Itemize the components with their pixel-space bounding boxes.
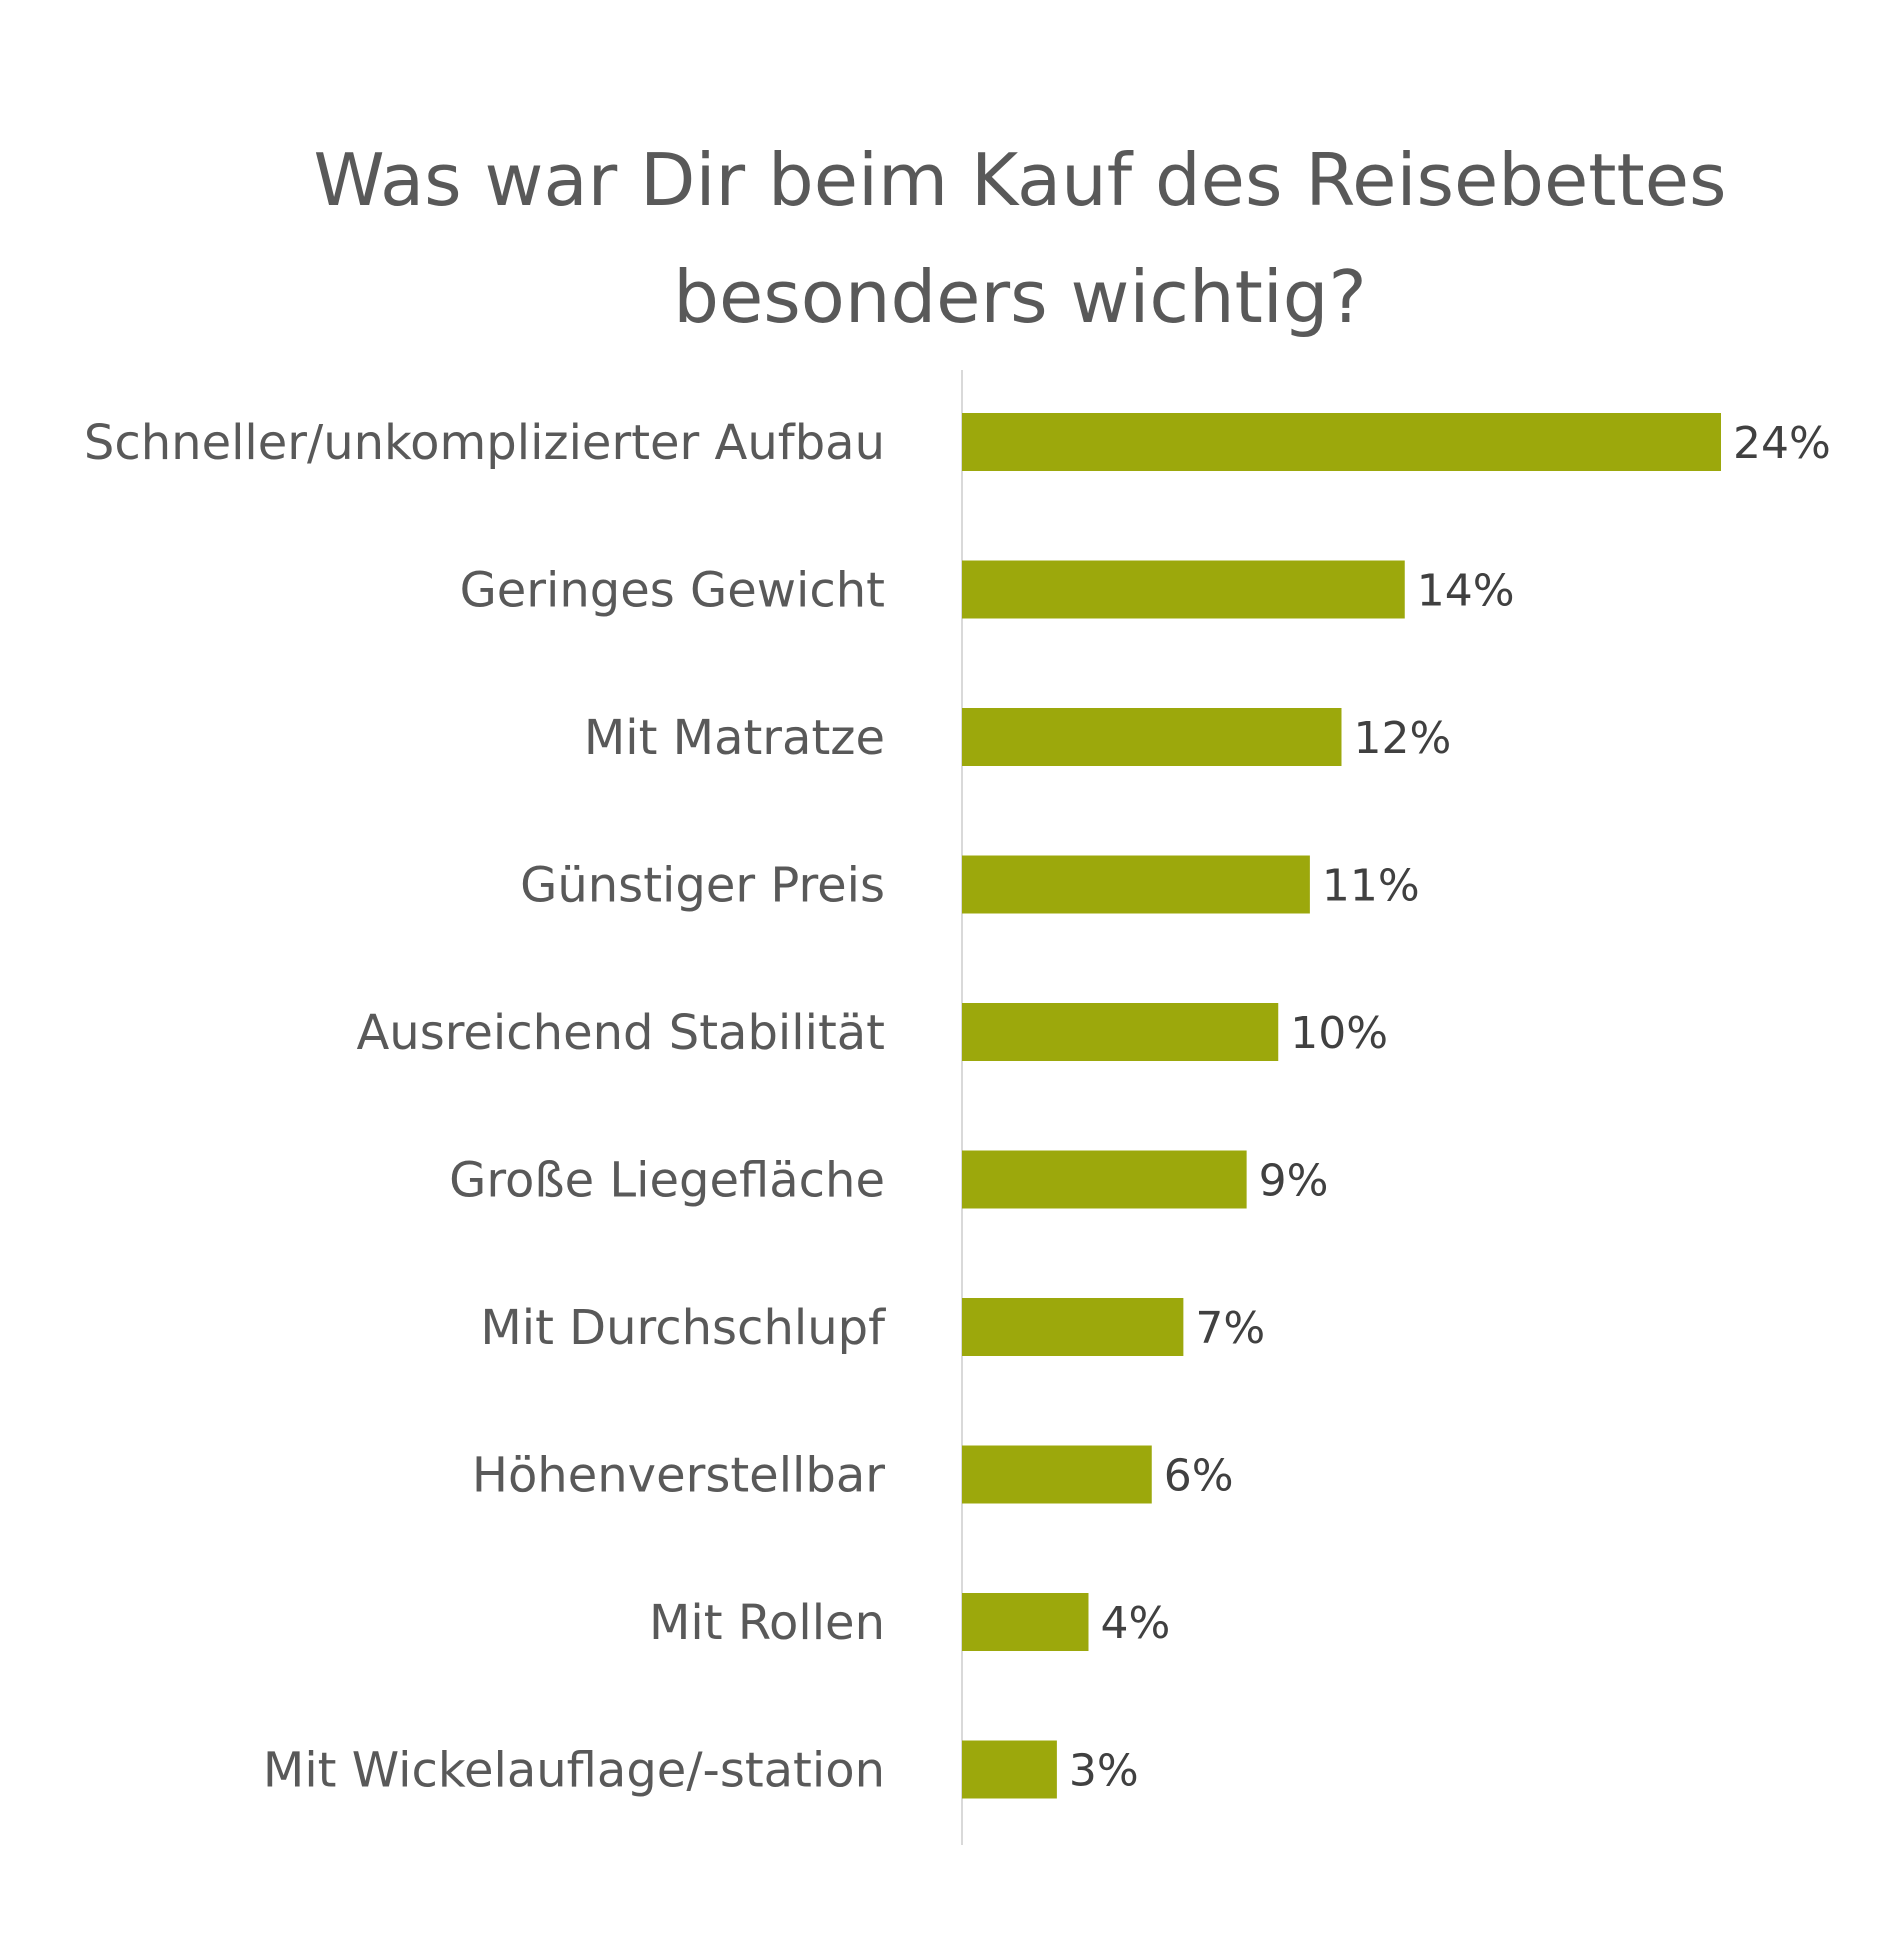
bar-9 xyxy=(962,1593,1089,1651)
category-label-8: Höhenverstellbar xyxy=(472,1448,885,1504)
bar-3 xyxy=(962,708,1342,766)
data-label-3: 12% xyxy=(1354,713,1452,764)
category-label-7: Mit Durchschlupf xyxy=(480,1300,886,1356)
data-label-8: 6% xyxy=(1164,1451,1234,1502)
bar-5 xyxy=(962,1003,1279,1061)
data-label-10: 3% xyxy=(1069,1746,1139,1797)
chart-title-line-2: besonders wichtig? xyxy=(673,255,1366,339)
bar-6 xyxy=(962,1150,1247,1209)
data-label-2: 14% xyxy=(1417,566,1515,617)
category-label-9: Mit Rollen xyxy=(649,1595,885,1651)
data-label-6: 9% xyxy=(1259,1156,1329,1207)
data-label-5: 10% xyxy=(1290,1008,1388,1059)
category-label-10: Mit Wickelauflage/-station xyxy=(263,1743,885,1799)
category-label-4: Günstiger Preis xyxy=(520,858,885,914)
bar-2 xyxy=(962,560,1405,619)
category-label-6: Große Liegefläche xyxy=(449,1153,885,1209)
bar-10 xyxy=(962,1740,1057,1799)
chart-title-line-1: Was war Dir beim Kauf des Reisebettes xyxy=(313,138,1726,222)
bar-1 xyxy=(962,413,1721,471)
category-label-3: Mit Matratze xyxy=(584,710,885,766)
data-label-9: 4% xyxy=(1101,1598,1171,1649)
bar-7 xyxy=(962,1298,1184,1356)
bars: Schneller/unkomplizierter Aufbau 24% Gerin… xyxy=(84,413,1831,1799)
data-label-4: 11% xyxy=(1322,861,1420,912)
category-label-1: Schneller/unkomplizierter Aufbau xyxy=(84,415,885,471)
data-label-1: 24% xyxy=(1733,418,1831,469)
bar-8 xyxy=(962,1445,1152,1504)
category-label-2: Geringes Gewicht xyxy=(460,563,885,619)
category-label-5: Ausreichend Stabilität xyxy=(356,1005,885,1061)
data-label-7: 7% xyxy=(1195,1303,1265,1354)
bar-4 xyxy=(962,855,1310,914)
